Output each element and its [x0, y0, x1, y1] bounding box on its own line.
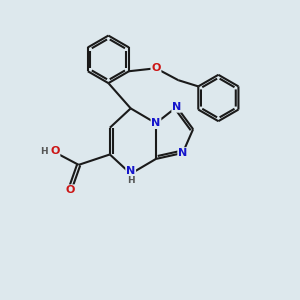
Text: H: H [40, 147, 48, 156]
Text: O: O [50, 146, 60, 157]
Text: O: O [151, 63, 160, 73]
Text: N: N [126, 166, 135, 176]
Text: N: N [151, 118, 160, 128]
Text: O: O [65, 185, 74, 195]
Text: N: N [172, 102, 182, 112]
Text: H: H [127, 176, 134, 185]
Text: N: N [178, 148, 187, 158]
